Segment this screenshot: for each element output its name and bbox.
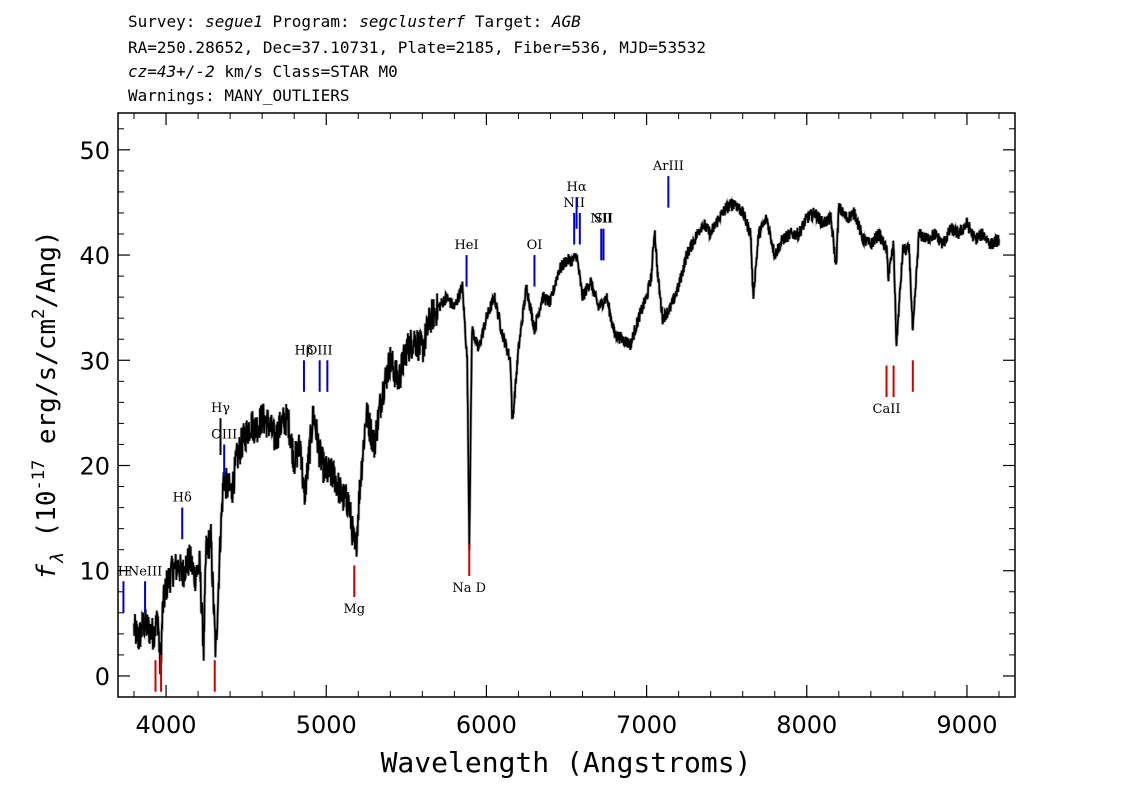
emission-line-label: Hγ bbox=[211, 401, 230, 416]
x-tick-label: 5000 bbox=[296, 711, 357, 739]
survey-label: Survey: bbox=[128, 12, 196, 31]
emission-line-label: OIII bbox=[211, 427, 237, 442]
y-label-main: (10 bbox=[32, 491, 62, 554]
y-tick-label: 30 bbox=[79, 347, 110, 375]
header-line-1: Survey: segue1 Program: segclusterf Targ… bbox=[128, 12, 581, 31]
x-tick-label: 6000 bbox=[456, 711, 517, 739]
emission-line-label: H bbox=[118, 564, 129, 579]
survey-value: segue1 bbox=[205, 12, 263, 31]
y-tick-label: 40 bbox=[79, 242, 110, 270]
redshift-value: cz=43+/-2 bbox=[128, 62, 215, 81]
x-tick-label: 7000 bbox=[616, 711, 677, 739]
emission-line-label: Hα bbox=[567, 180, 587, 195]
target-label: Target: bbox=[474, 12, 543, 31]
emission-line-label: HeI bbox=[454, 238, 478, 253]
spectrum-line bbox=[133, 197, 1000, 675]
emission-line-label: NeIII bbox=[128, 564, 162, 579]
x-tick-label: 4000 bbox=[136, 711, 197, 739]
y-label-exp2: 2 bbox=[29, 309, 49, 319]
absorption-line-label: Mg bbox=[343, 602, 365, 617]
class-text: km/s Class=STAR M0 bbox=[214, 62, 398, 81]
y-label-units: erg/s/cm bbox=[32, 319, 62, 460]
spectrum-error-band bbox=[132, 195, 1001, 675]
y-axis-label: fλ (10-17 erg/s/cm2/Ang) bbox=[29, 230, 68, 579]
y-tick-label: 10 bbox=[79, 558, 110, 586]
emission-line-label: Hβ bbox=[295, 343, 314, 358]
x-axis-label: Wavelength (Angstroms) bbox=[381, 746, 752, 779]
emission-line-label: SII bbox=[594, 212, 613, 227]
emission-line-label: OI bbox=[527, 238, 543, 253]
y-tick-label: 20 bbox=[79, 453, 110, 481]
y-label-sub: λ bbox=[47, 553, 68, 564]
y-label-end: /Ang) bbox=[32, 230, 62, 308]
y-tick-label: 0 bbox=[95, 663, 110, 691]
plot-frame bbox=[117, 112, 1016, 698]
emission-line-label: NII bbox=[563, 196, 585, 211]
emission-line-label: NII bbox=[590, 212, 612, 227]
y-label-exp: -17 bbox=[29, 460, 49, 491]
program-value: segclusterf bbox=[359, 12, 466, 31]
absorption-line-label: Na D bbox=[452, 581, 486, 596]
x-tick-label: 9000 bbox=[936, 711, 997, 739]
absorption-line-label: CaII bbox=[873, 402, 901, 417]
header-line-2: RA=250.28652, Dec=37.10731, Plate=2185, … bbox=[128, 38, 706, 57]
y-label-f: f bbox=[32, 564, 62, 580]
y-tick-label: 50 bbox=[79, 137, 110, 165]
emission-line-label: ArIII bbox=[652, 159, 684, 174]
x-tick-label: 8000 bbox=[776, 711, 837, 739]
header-line-4: Warnings: MANY_OUTLIERS bbox=[128, 86, 350, 105]
header-line-3: cz=43+/-2 km/s Class=STAR M0 bbox=[128, 62, 398, 81]
target-value: AGB bbox=[551, 12, 581, 31]
emission-line-label: OIII bbox=[307, 343, 333, 358]
program-label: Program: bbox=[272, 12, 350, 31]
emission-line-label: Hδ bbox=[173, 491, 192, 506]
